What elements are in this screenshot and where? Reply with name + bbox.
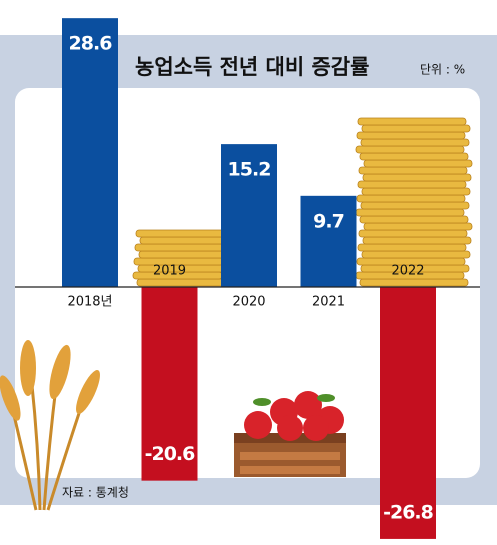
apple — [294, 391, 322, 419]
wheat-head — [76, 370, 100, 414]
coin — [138, 250, 229, 259]
data-label: 28.6 — [69, 33, 113, 55]
coin — [361, 124, 471, 133]
coin — [136, 278, 227, 287]
coin — [357, 180, 467, 189]
data-label: -20.6 — [145, 443, 196, 465]
bar — [221, 144, 277, 287]
coin — [362, 173, 472, 182]
basket-slat — [240, 452, 340, 460]
coin — [363, 159, 473, 168]
x-tick-label: 2018년 — [67, 295, 112, 310]
coin — [363, 222, 473, 231]
x-tick-label: 2020 — [232, 295, 265, 310]
coin — [358, 166, 468, 175]
coin — [355, 208, 465, 217]
unit-label: 단위 : % — [420, 63, 465, 77]
wheat-heads — [0, 340, 100, 421]
coin — [361, 187, 471, 196]
apple — [277, 415, 303, 441]
bar — [141, 287, 198, 481]
wheat-head — [49, 344, 71, 400]
coins — [132, 117, 473, 287]
x-tick-label: 2019 — [153, 264, 186, 279]
coin — [361, 250, 471, 259]
coin — [357, 243, 467, 252]
source: 자료 : 통계청 — [62, 486, 129, 500]
coin — [134, 243, 225, 252]
coin — [357, 117, 467, 126]
coin — [362, 236, 472, 245]
coin — [355, 145, 465, 154]
wheat-head — [20, 340, 36, 396]
x-tick-label: 2021 — [312, 295, 345, 310]
apple — [244, 411, 272, 439]
bars: 28.6 2018년 -20.6 2019 15.2 2020 9.7 2021 -26.8 20… — [62, 18, 436, 539]
wheat-head — [0, 375, 21, 421]
leaf — [317, 394, 335, 402]
coin — [135, 229, 226, 238]
basket-slat — [240, 466, 340, 474]
data-label: 9.7 — [313, 210, 344, 232]
data-label: 15.2 — [228, 159, 271, 181]
coin — [359, 152, 469, 161]
coin — [356, 131, 466, 140]
bar — [62, 18, 118, 287]
leaves — [253, 394, 335, 406]
coin — [356, 194, 466, 203]
decorations — [0, 340, 346, 511]
coin — [360, 201, 470, 210]
coin — [358, 229, 468, 238]
coin — [359, 215, 469, 224]
coin — [359, 278, 469, 287]
bar — [380, 287, 436, 539]
leaf — [253, 398, 271, 406]
data-label: -26.8 — [383, 501, 434, 523]
apples — [244, 391, 344, 441]
bar — [300, 195, 357, 287]
x-tick-label: 2022 — [391, 264, 424, 279]
coin — [360, 138, 470, 147]
coin — [139, 236, 230, 245]
chart-title: 농업소득 전년 대비 증감률 — [135, 55, 369, 79]
apple — [303, 415, 329, 441]
